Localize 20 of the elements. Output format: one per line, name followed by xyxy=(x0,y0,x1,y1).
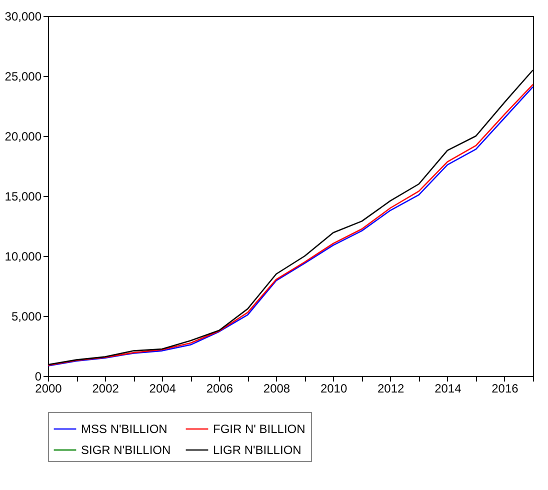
x-tick-label: 2006 xyxy=(206,382,234,396)
y-tick-label: 15,000 xyxy=(4,190,42,204)
y-tick-label: 0 xyxy=(34,370,42,384)
x-tick-label: 2008 xyxy=(263,382,290,396)
y-tick-label: 20,000 xyxy=(4,130,42,144)
x-tick-label: 2010 xyxy=(320,382,348,396)
x-tick-label: 2002 xyxy=(92,382,120,396)
legend-label: FGIR N' BILLION xyxy=(213,422,306,436)
x-tick-label: 2016 xyxy=(492,382,519,396)
y-tick-label: 5,000 xyxy=(11,310,42,324)
legend-label: MSS N'BILLION xyxy=(81,422,168,436)
y-tick-label: 30,000 xyxy=(4,10,42,24)
legend-label: SIGR N'BILLION xyxy=(81,443,171,457)
x-tick-label: 2004 xyxy=(149,382,176,396)
legend-label: LIGR N'BILLION xyxy=(213,443,302,457)
y-tick-label: 25,000 xyxy=(4,70,42,84)
x-tick-label: 2000 xyxy=(35,382,62,396)
y-tick-label: 10,000 xyxy=(4,250,42,264)
x-tick-label: 2012 xyxy=(378,382,405,396)
x-tick-label: 2014 xyxy=(434,382,462,396)
